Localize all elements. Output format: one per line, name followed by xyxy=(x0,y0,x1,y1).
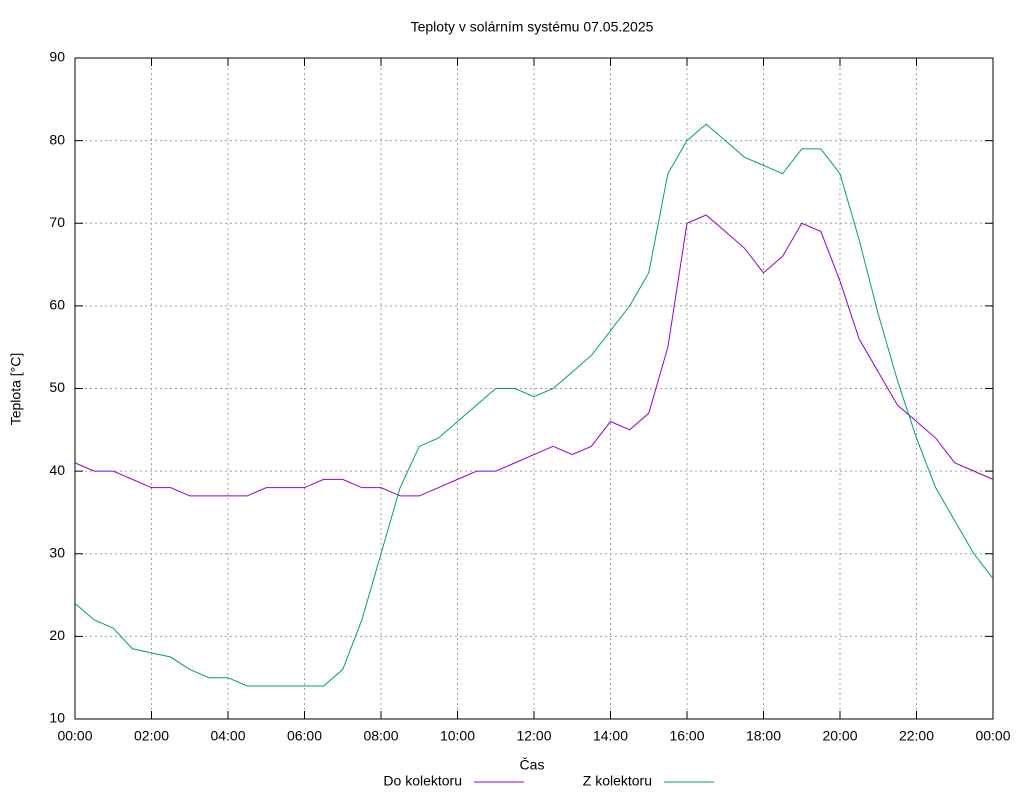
x-tick-label: 16:00 xyxy=(669,728,704,744)
y-tick-label: 70 xyxy=(49,214,65,230)
x-tick-label: 02:00 xyxy=(134,728,169,744)
y-tick-label: 20 xyxy=(49,627,65,643)
y-tick-label: 50 xyxy=(49,379,65,395)
x-tick-label: 10:00 xyxy=(440,728,475,744)
chart-title: Teploty v solárním systému 07.05.2025 xyxy=(411,19,654,35)
x-tick-label: 20:00 xyxy=(822,728,857,744)
y-tick-label: 40 xyxy=(49,462,65,478)
y-tick-label: 10 xyxy=(49,710,65,726)
y-tick-label: 90 xyxy=(49,49,65,65)
y-tick-label: 80 xyxy=(49,131,65,147)
x-tick-label: 22:00 xyxy=(899,728,934,744)
x-tick-label: 14:00 xyxy=(593,728,628,744)
y-axis-label: Teplota [°C] xyxy=(8,353,24,426)
x-tick-label: 04:00 xyxy=(210,728,245,744)
data-line xyxy=(74,123,994,687)
plot-frame xyxy=(74,57,994,720)
x-axis-label: Čas xyxy=(520,757,545,773)
legend-label: Do kolektoru xyxy=(383,773,462,789)
x-tick-label: 00:00 xyxy=(57,728,92,744)
data-line xyxy=(74,214,994,497)
y-tick-label: 30 xyxy=(49,544,65,560)
x-tick-label: 08:00 xyxy=(363,728,398,744)
x-tick-label: 12:00 xyxy=(516,728,551,744)
legend-label: Z kolektoru xyxy=(583,773,652,789)
x-tick-label: 18:00 xyxy=(746,728,781,744)
x-tick-label: 06:00 xyxy=(287,728,322,744)
x-tick-label: 00:00 xyxy=(975,728,1010,744)
y-tick-label: 60 xyxy=(49,297,65,313)
